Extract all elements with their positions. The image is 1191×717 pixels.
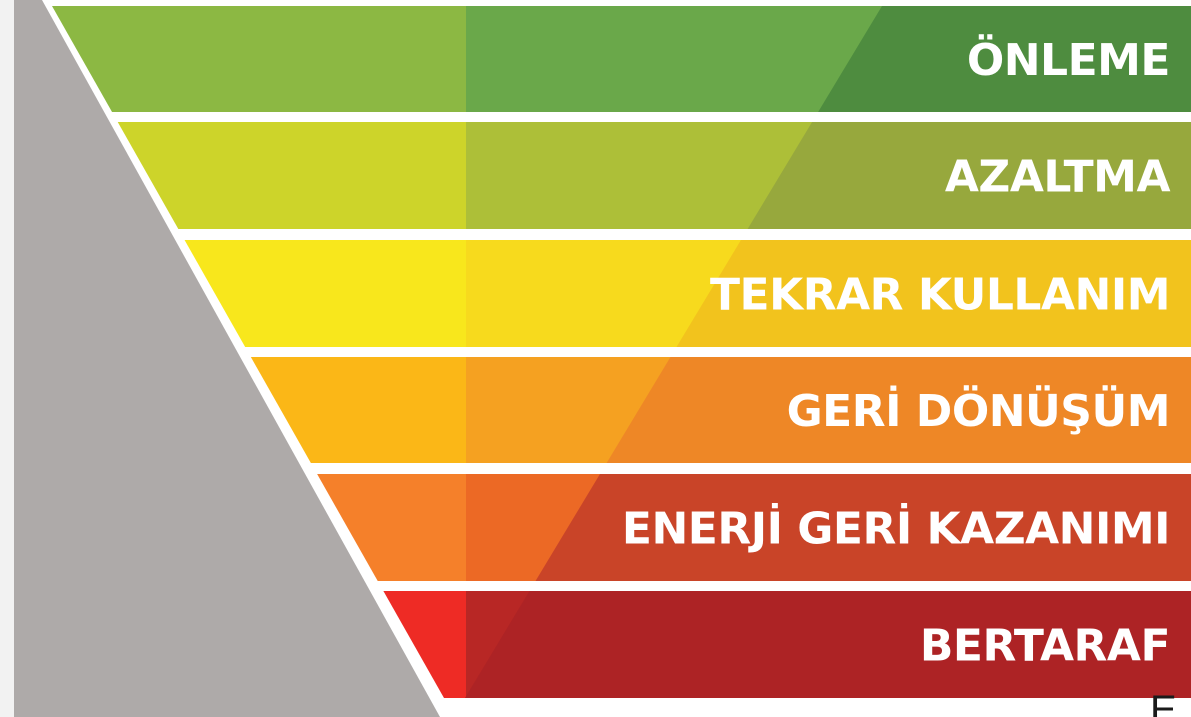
- tier-5: ENERJİ GERİ KAZANIMI: [317, 474, 1191, 581]
- corner-text: E: [1150, 690, 1177, 717]
- tier-3: TEKRAR KULLANIM: [184, 240, 1191, 347]
- tier-band-right: [747, 122, 1191, 229]
- tier-label: BERTARAF: [920, 621, 1170, 672]
- tiers-layer: ÖNLEME AZALTMA TEKRAR KULLANIM GERİ DÖNÜŞÜM…: [52, 6, 1191, 698]
- tier-6: BERTARAF: [383, 591, 1191, 698]
- tier-band-right: [818, 6, 1191, 112]
- left-margin-strip: [0, 0, 14, 717]
- tier-label: AZALTMA: [945, 152, 1171, 203]
- tier-label: ÖNLEME: [967, 33, 1170, 86]
- tier-1: ÖNLEME: [52, 6, 1191, 112]
- tier-2: AZALTMA: [117, 122, 1191, 229]
- tier-band-right: [535, 474, 1191, 581]
- tier-label: TEKRAR KULLANIM: [710, 270, 1170, 321]
- tier-band-right: [676, 240, 1191, 347]
- tier-band-right: [606, 357, 1191, 463]
- tier-label: GERİ DÖNÜŞÜM: [787, 384, 1170, 437]
- tier-4: GERİ DÖNÜŞÜM: [250, 357, 1191, 463]
- tier-band-right: [465, 591, 1191, 698]
- tier-label: ENERJİ GERİ KAZANIMI: [622, 502, 1170, 555]
- gray-side-triangle: [14, 0, 440, 717]
